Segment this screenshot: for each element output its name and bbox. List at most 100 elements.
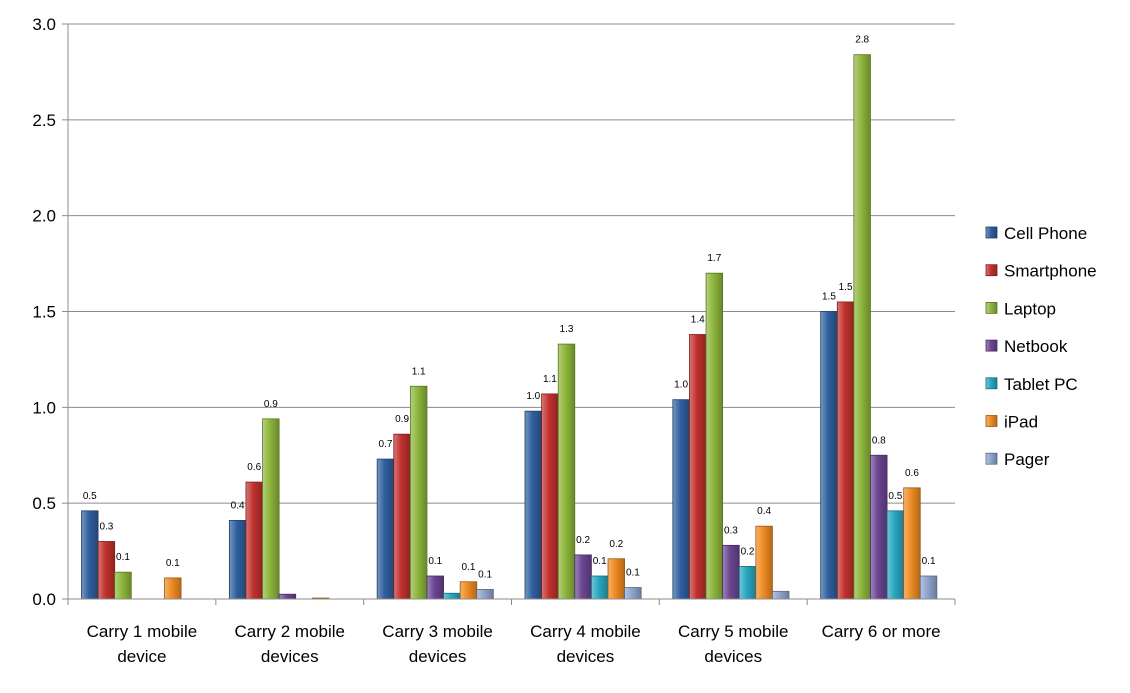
data-label: 0.5 [888, 491, 902, 502]
legend-swatch [985, 415, 998, 427]
bar-cell-phone [524, 410, 543, 600]
data-label: 1.7 [707, 253, 721, 264]
data-label: 0.9 [395, 414, 409, 425]
data-label: 1.5 [839, 282, 853, 293]
data-label: 0.1 [478, 569, 492, 580]
bar-laptop [705, 272, 724, 600]
bar-ipad [459, 581, 478, 600]
data-label: 0.1 [462, 562, 476, 573]
bar-ipad [903, 487, 921, 600]
bar-netbook [278, 593, 297, 600]
bar-netbook [426, 575, 444, 600]
bar-pager [772, 590, 790, 600]
data-label: 0.2 [609, 539, 623, 550]
legend-label: Netbook [1004, 337, 1068, 356]
bar-smartphone [97, 541, 116, 600]
bar-cell-phone [820, 311, 838, 600]
bar-netbook [722, 544, 740, 600]
data-label: 0.4 [231, 500, 245, 511]
bar-laptop [114, 571, 132, 600]
bar-laptop [557, 343, 576, 600]
data-label: 1.3 [560, 324, 574, 335]
x-tick-label: devices [557, 647, 615, 666]
bar-pager [624, 587, 642, 600]
data-label: 0.6 [905, 468, 919, 479]
data-label: 0.1 [116, 552, 130, 563]
legend-label: Smartphone [1004, 262, 1097, 281]
y-tick-label: 2.0 [32, 207, 56, 226]
bar-laptop [409, 385, 428, 600]
data-label: 1.1 [543, 374, 557, 385]
bar-smartphone [245, 481, 263, 600]
data-label: 0.7 [379, 439, 393, 450]
bar-ipad [755, 525, 773, 600]
data-label: 0.1 [593, 556, 607, 567]
bar-smartphone [836, 301, 855, 600]
x-tick-label: Carry 5 mobile [678, 622, 789, 641]
bar-tablet-pc [738, 566, 757, 600]
data-label: 2.8 [855, 35, 869, 46]
bar-laptop [262, 418, 280, 600]
bar-smartphone [541, 393, 559, 600]
legend-label: Cell Phone [1004, 224, 1087, 243]
data-label: 0.1 [626, 568, 640, 579]
data-label: 0.1 [166, 558, 180, 569]
x-tick-label: devices [704, 647, 762, 666]
y-tick-label: 2.5 [32, 111, 56, 130]
data-label: 0.3 [724, 525, 738, 536]
legend-swatch [985, 226, 998, 239]
plot-area [81, 54, 938, 600]
data-label: 0.1 [922, 556, 936, 567]
x-tick-label: devices [261, 647, 319, 666]
bar-smartphone [393, 433, 411, 600]
bar-ipad [164, 577, 182, 600]
bar-laptop [853, 54, 871, 600]
legend-swatch [985, 339, 998, 352]
bar-netbook [574, 554, 592, 600]
x-tick-label: Carry 4 mobile [530, 622, 641, 641]
bar-cell-phone [228, 520, 247, 600]
data-label: 1.0 [526, 391, 540, 402]
legend-label: Laptop [1004, 299, 1056, 318]
data-label: 1.1 [412, 366, 426, 377]
y-tick-label: 0.5 [32, 494, 56, 513]
legend-swatch [985, 301, 998, 314]
bar-cell-phone [376, 458, 395, 600]
data-label: 0.9 [264, 399, 278, 410]
data-label: 1.0 [674, 380, 688, 391]
data-label: 0.2 [741, 546, 755, 557]
data-label: 0.4 [757, 506, 771, 517]
legend-swatch [985, 452, 998, 465]
data-label: 0.8 [872, 435, 886, 446]
data-label: 0.6 [247, 462, 261, 473]
y-tick-label: 1.0 [32, 398, 56, 417]
x-tick-label: Carry 3 mobile [382, 622, 493, 641]
bar-netbook [870, 454, 888, 600]
bar-ipad [607, 558, 626, 600]
x-tick-label: Carry 1 mobile [87, 622, 198, 641]
data-label: 1.4 [691, 315, 705, 326]
bar-tablet-pc [886, 510, 905, 600]
x-tick-label: devices [409, 647, 467, 666]
x-tick-label: Carry 2 mobile [234, 622, 345, 641]
x-tick-label: Carry 6 or more [822, 622, 941, 641]
data-labels: 0.50.40.71.01.01.50.30.60.91.11.41.50.10… [83, 35, 936, 581]
gridlines [62, 23, 955, 600]
bar-cell-phone [672, 399, 690, 600]
bar-tablet-pc [443, 592, 461, 600]
legend-label: Tablet PC [1004, 375, 1078, 394]
bar-smartphone [689, 334, 707, 600]
data-label: 0.5 [83, 491, 97, 502]
y-axis: 0.0 0.5 1.0 1.5 2.0 2.5 3.0 [32, 15, 56, 609]
data-label: 0.2 [576, 535, 590, 546]
y-tick-label: 0.0 [32, 590, 56, 609]
data-label: 0.3 [99, 522, 113, 533]
legend-label: iPad [1004, 413, 1038, 432]
data-label: 1.5 [822, 292, 836, 303]
x-tick-label: device [117, 647, 166, 666]
y-tick-label: 1.5 [32, 303, 56, 322]
bar-pager [919, 575, 938, 600]
y-tick-label: 3.0 [32, 15, 56, 34]
data-label: 0.1 [428, 556, 442, 567]
